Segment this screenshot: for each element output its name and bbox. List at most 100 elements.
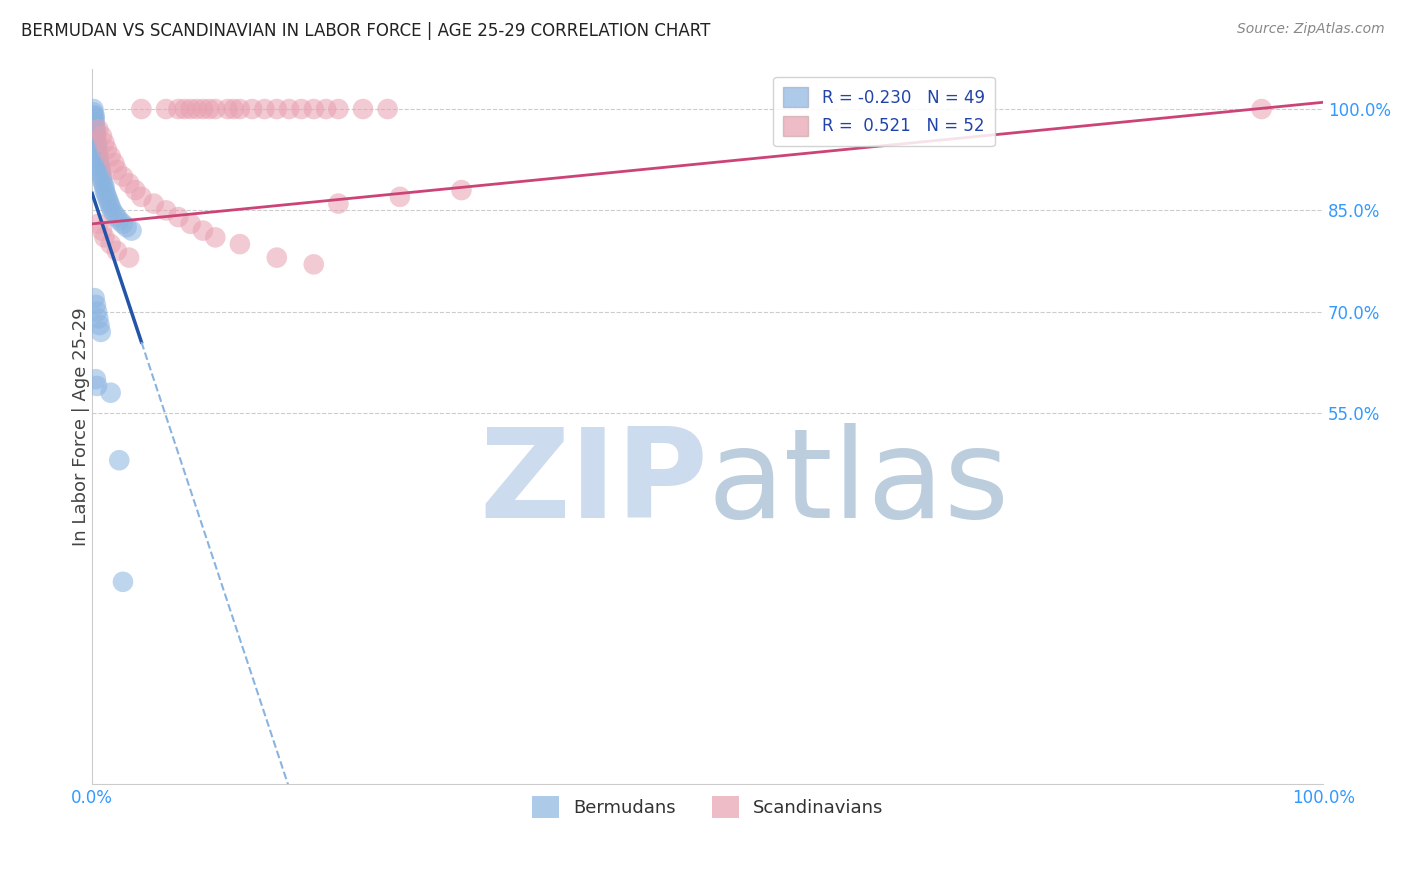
Point — [98, 196, 121, 211]
Point — [89, 160, 111, 174]
Point — [191, 224, 214, 238]
Point — [90, 325, 112, 339]
Point — [84, 126, 107, 140]
Point — [86, 139, 108, 153]
Point — [96, 143, 118, 157]
Point — [103, 156, 125, 170]
Point — [90, 162, 112, 177]
Point — [108, 453, 131, 467]
Point — [83, 112, 105, 127]
Text: ZIP: ZIP — [479, 423, 707, 544]
Point — [101, 203, 124, 218]
Point — [86, 379, 108, 393]
Point — [217, 102, 239, 116]
Point — [87, 122, 110, 136]
Point — [111, 217, 134, 231]
Point — [118, 177, 141, 191]
Point — [100, 149, 122, 163]
Point — [96, 190, 118, 204]
Text: atlas: atlas — [707, 423, 1010, 544]
Point — [86, 304, 108, 318]
Point — [121, 224, 143, 238]
Point — [89, 156, 111, 170]
Point — [155, 203, 177, 218]
Point — [204, 230, 226, 244]
Point — [302, 102, 325, 116]
Point — [84, 372, 107, 386]
Point — [167, 210, 190, 224]
Point — [111, 169, 134, 184]
Point — [86, 136, 108, 150]
Point — [229, 237, 252, 252]
Point — [302, 257, 325, 271]
Point — [229, 102, 252, 116]
Point — [105, 210, 128, 224]
Point — [328, 196, 350, 211]
Point — [180, 217, 202, 231]
Point — [155, 102, 177, 116]
Point — [266, 102, 288, 116]
Legend: Bermudans, Scandinavians: Bermudans, Scandinavians — [524, 789, 891, 825]
Point — [204, 102, 226, 116]
Point — [86, 143, 108, 157]
Point — [93, 230, 115, 244]
Point — [377, 102, 399, 116]
Point — [93, 136, 115, 150]
Point — [93, 179, 115, 194]
Point — [90, 166, 112, 180]
Point — [83, 119, 105, 133]
Point — [84, 122, 107, 136]
Point — [253, 102, 276, 116]
Point — [91, 177, 114, 191]
Point — [328, 102, 350, 116]
Point — [83, 109, 105, 123]
Point — [82, 102, 104, 116]
Point — [198, 102, 221, 116]
Point — [131, 102, 153, 116]
Point — [111, 574, 134, 589]
Point — [97, 193, 120, 207]
Point — [83, 291, 105, 305]
Point — [84, 129, 107, 144]
Point — [191, 102, 214, 116]
Point — [91, 169, 114, 184]
Point — [180, 102, 202, 116]
Point — [186, 102, 208, 116]
Y-axis label: In Labor Force | Age 25-29: In Labor Force | Age 25-29 — [72, 307, 90, 546]
Point — [315, 102, 337, 116]
Point — [94, 186, 117, 201]
Point — [87, 217, 110, 231]
Point — [115, 220, 138, 235]
Point — [142, 196, 165, 211]
Point — [167, 102, 190, 116]
Point — [87, 153, 110, 167]
Point — [240, 102, 263, 116]
Point — [84, 132, 107, 146]
Point — [450, 183, 472, 197]
Point — [93, 183, 115, 197]
Point — [82, 105, 104, 120]
Point — [89, 318, 111, 333]
Point — [103, 207, 125, 221]
Point — [83, 115, 105, 129]
Point — [1250, 102, 1272, 116]
Point — [124, 183, 146, 197]
Point — [290, 102, 312, 116]
Point — [100, 237, 122, 252]
Point — [91, 173, 114, 187]
Point — [87, 149, 110, 163]
Point — [82, 109, 104, 123]
Point — [222, 102, 245, 116]
Point — [105, 244, 128, 258]
Point — [105, 162, 128, 177]
Point — [100, 385, 122, 400]
Point — [388, 190, 411, 204]
Point — [352, 102, 374, 116]
Point — [87, 311, 110, 326]
Point — [131, 190, 153, 204]
Point — [266, 251, 288, 265]
Point — [91, 129, 114, 144]
Point — [87, 145, 110, 160]
Text: BERMUDAN VS SCANDINAVIAN IN LABOR FORCE | AGE 25-29 CORRELATION CHART: BERMUDAN VS SCANDINAVIAN IN LABOR FORCE … — [21, 22, 710, 40]
Point — [108, 213, 131, 227]
